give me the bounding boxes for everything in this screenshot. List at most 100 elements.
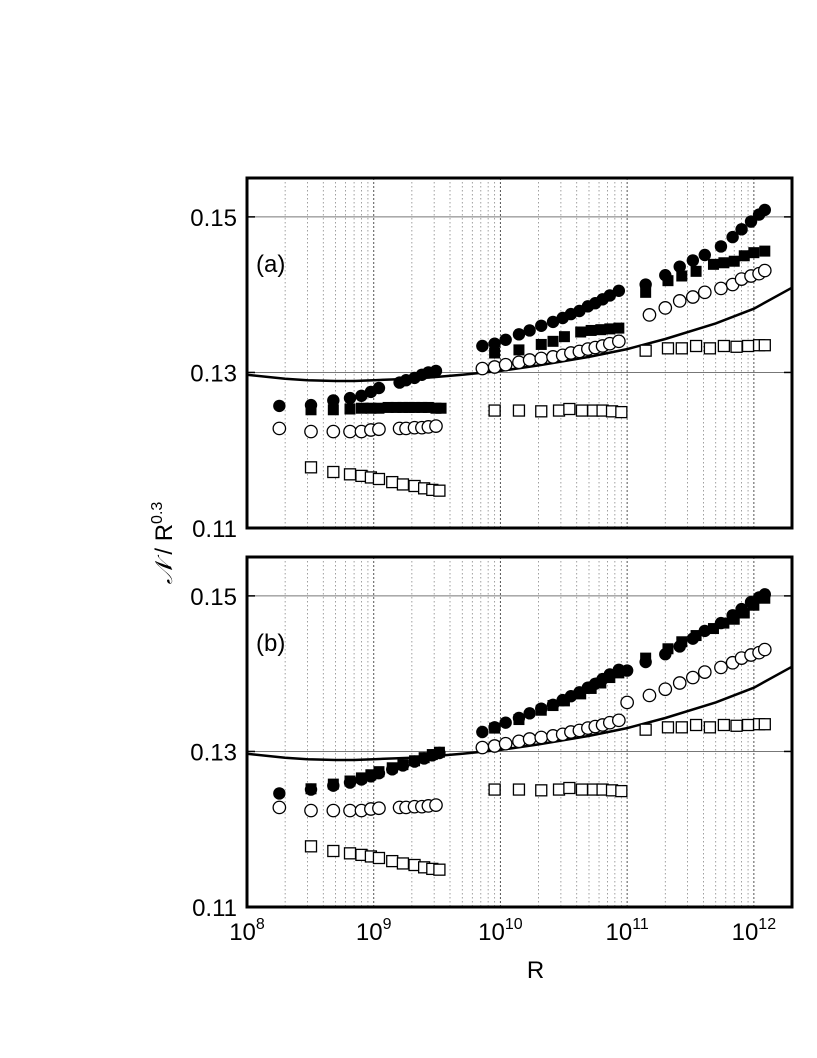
panel-a-filled-square-point [435, 402, 447, 414]
panel-b-frame [245, 555, 794, 909]
panel-a-open-circle-point [475, 361, 490, 376]
panel-b-open-square-point [512, 783, 526, 796]
panel-b-open-square-point [675, 721, 688, 734]
panel-a-filled-circle-point [714, 240, 728, 253]
panel-a-open-square-point [396, 478, 410, 491]
panel-b-filled-square-point [365, 769, 377, 781]
panel-b-open-circle-point [658, 682, 673, 697]
panel-a-open-circle-point [672, 294, 687, 308]
panel-a-open-circle-point [272, 421, 287, 436]
panel-b-filled-square-point [662, 643, 674, 655]
panel-b-open-square-point [386, 854, 399, 868]
panel-a-filled-circle-point [546, 315, 560, 329]
panel-a-filled-square-point [718, 257, 730, 269]
panel-a-open-square-point [741, 339, 755, 353]
panel-a-filled-circle-point [343, 391, 357, 405]
panel-a-filled-square-point [738, 250, 750, 262]
panel-a-filled-square-point [613, 322, 625, 334]
panel-b-y-tick-label: 0.15 [190, 584, 237, 611]
panel-a-filled-square-point [759, 245, 771, 257]
panel-b-filled-circle-point [476, 725, 489, 739]
panel-b-open-circle-point [272, 800, 287, 815]
panel-a-open-circle-point [304, 424, 318, 439]
panel-b-filled-square-point [690, 630, 702, 642]
panel-b-points [272, 588, 772, 876]
panel-b-filled-circle-point [523, 707, 536, 720]
panel-b-open-circle-point [534, 730, 549, 745]
panel-a-open-square-point [639, 344, 652, 357]
panel-b-filled-square-point [738, 607, 750, 619]
panel-b-filled-square-point [640, 652, 652, 664]
panel-b-open-square-point [488, 783, 501, 796]
panel-b-y-ticks: 0.11 0.13 0.15 [190, 584, 792, 922]
panel-a-y-tick-label: 0.15 [190, 205, 237, 232]
panel-a-open-square-point [433, 484, 446, 497]
panel-a-filled-square-point [416, 401, 428, 413]
panel-b: 0.11 0.13 0.15 (b) [190, 555, 794, 922]
x-tick-label-base: 10 [229, 919, 256, 946]
panel-b-grid [247, 557, 792, 907]
panel-a-filled-square-point [382, 401, 394, 413]
panel-b-open-square-point [661, 721, 675, 734]
panel-b-filled-square-point [759, 592, 771, 604]
panel-b-open-circle-point [487, 739, 502, 753]
panel-a-filled-square-point [728, 255, 740, 267]
panel-a-filled-square-point [604, 323, 616, 335]
x-tick-label-exponent: 9 [383, 916, 392, 933]
panel-a-open-circle-point [522, 353, 537, 367]
panel-b-open-square-point [689, 718, 703, 732]
panel-a-open-square-point [327, 465, 340, 479]
panel-b-filled-circle-point [499, 716, 512, 729]
panel-b-open-circle-point [372, 801, 386, 816]
panel-a-open-square-point [343, 468, 357, 481]
panel-a-open-square-point [758, 339, 771, 352]
x-tick-label-base: 10 [605, 919, 632, 946]
panel-b-open-square-point [433, 863, 446, 876]
panel-a-filled-square-point [373, 402, 385, 414]
x-tick-label: 1010 [478, 916, 523, 946]
panel-a-open-square-point [575, 404, 589, 417]
panel-a-filled-circle-point [499, 333, 512, 346]
panel-a-filled-circle-point [372, 381, 386, 395]
panel-b-open-circle-point [672, 676, 687, 690]
panel-b-filled-square-point [386, 762, 398, 774]
panel-b-open-square-point [730, 719, 743, 732]
panel-a-filled-square-point [595, 324, 607, 336]
panel-b-y-tick-label: 0.13 [190, 739, 237, 766]
panel-b-filled-square-point [613, 667, 625, 679]
panel-a-filled-square-point [489, 347, 501, 359]
panel-a-open-circle-point [757, 263, 772, 278]
panel-b-filled-square-point [513, 714, 525, 726]
panel-a-y-tick-label: 0.11 [192, 516, 237, 543]
panel-a-filled-circle-point [726, 230, 739, 244]
panel-a-filled-square-point [422, 401, 434, 413]
panel-a-filled-square-point [327, 404, 339, 416]
panel-a-frame [245, 176, 794, 530]
x-tick-label-exponent: 11 [632, 916, 649, 933]
x-tick-label: 1011 [605, 916, 648, 946]
x-tick-labels: 108 109 1010 1011 1012 [229, 916, 776, 946]
panel-b-y-tick-label: 0.11 [192, 895, 237, 922]
panel-b-open-square-point [304, 840, 318, 853]
panel-b-open-circle-point [642, 688, 657, 703]
x-tick-label-exponent: 12 [758, 916, 776, 933]
panel-b-open-square-point [552, 783, 566, 796]
y-axis-label-exponent: 0.3 [149, 502, 166, 524]
x-tick-label-base: 10 [356, 919, 383, 946]
panel-a-filled-square-point [640, 286, 652, 298]
panel-a-filled-circle-point [612, 284, 626, 297]
panel-b-open-circle-point [620, 695, 634, 710]
panel-a-filled-square-point [558, 331, 570, 343]
panel-b-open-square-point [535, 784, 548, 797]
panel-a-open-circle-point [429, 419, 443, 433]
panel-b-filled-square-point [748, 599, 760, 611]
panel-a-open-square-point [730, 340, 743, 353]
panel-a-filled-circle-point [429, 364, 443, 378]
panel-a-label: (a) [256, 251, 285, 278]
panel-b-open-square-point [615, 784, 628, 798]
panel-a-open-circle-point [534, 351, 549, 366]
panel-a-open-square-point [304, 461, 318, 474]
panel-a-filled-square-point [409, 401, 421, 413]
panel-b-open-circle-point [757, 642, 772, 657]
